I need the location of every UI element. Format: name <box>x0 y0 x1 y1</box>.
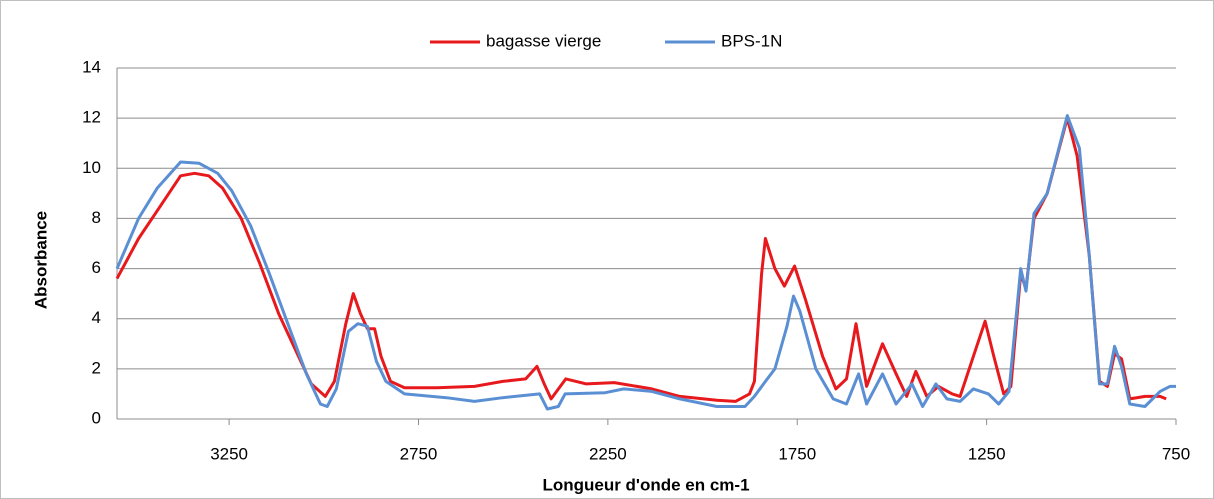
y-tick-label: 12 <box>82 108 101 127</box>
y-tick-label: 2 <box>92 358 101 377</box>
y-tick-label: 4 <box>92 308 101 327</box>
x-tick-label: 750 <box>1162 444 1190 463</box>
y-tick-label: 10 <box>82 158 101 177</box>
x-tick-label: 1250 <box>968 444 1006 463</box>
x-tick-label: 2750 <box>400 444 438 463</box>
x-axis-title: Longueur d'onde en cm-1 <box>542 475 749 494</box>
y-tick-label: 6 <box>92 258 101 277</box>
y-tick-label: 8 <box>92 208 101 227</box>
y-tick-label: 0 <box>92 408 101 427</box>
series-line <box>115 114 1176 411</box>
x-tick-label: 3250 <box>210 444 248 463</box>
x-tick-label: 2250 <box>589 444 627 463</box>
x-tick-label: 1750 <box>778 444 816 463</box>
legend-label: BPS-1N <box>721 31 782 50</box>
y-tick-label: 14 <box>82 57 101 76</box>
legend-label: bagasse vierge <box>486 31 601 50</box>
y-axis-title: Absorbance <box>31 211 50 309</box>
